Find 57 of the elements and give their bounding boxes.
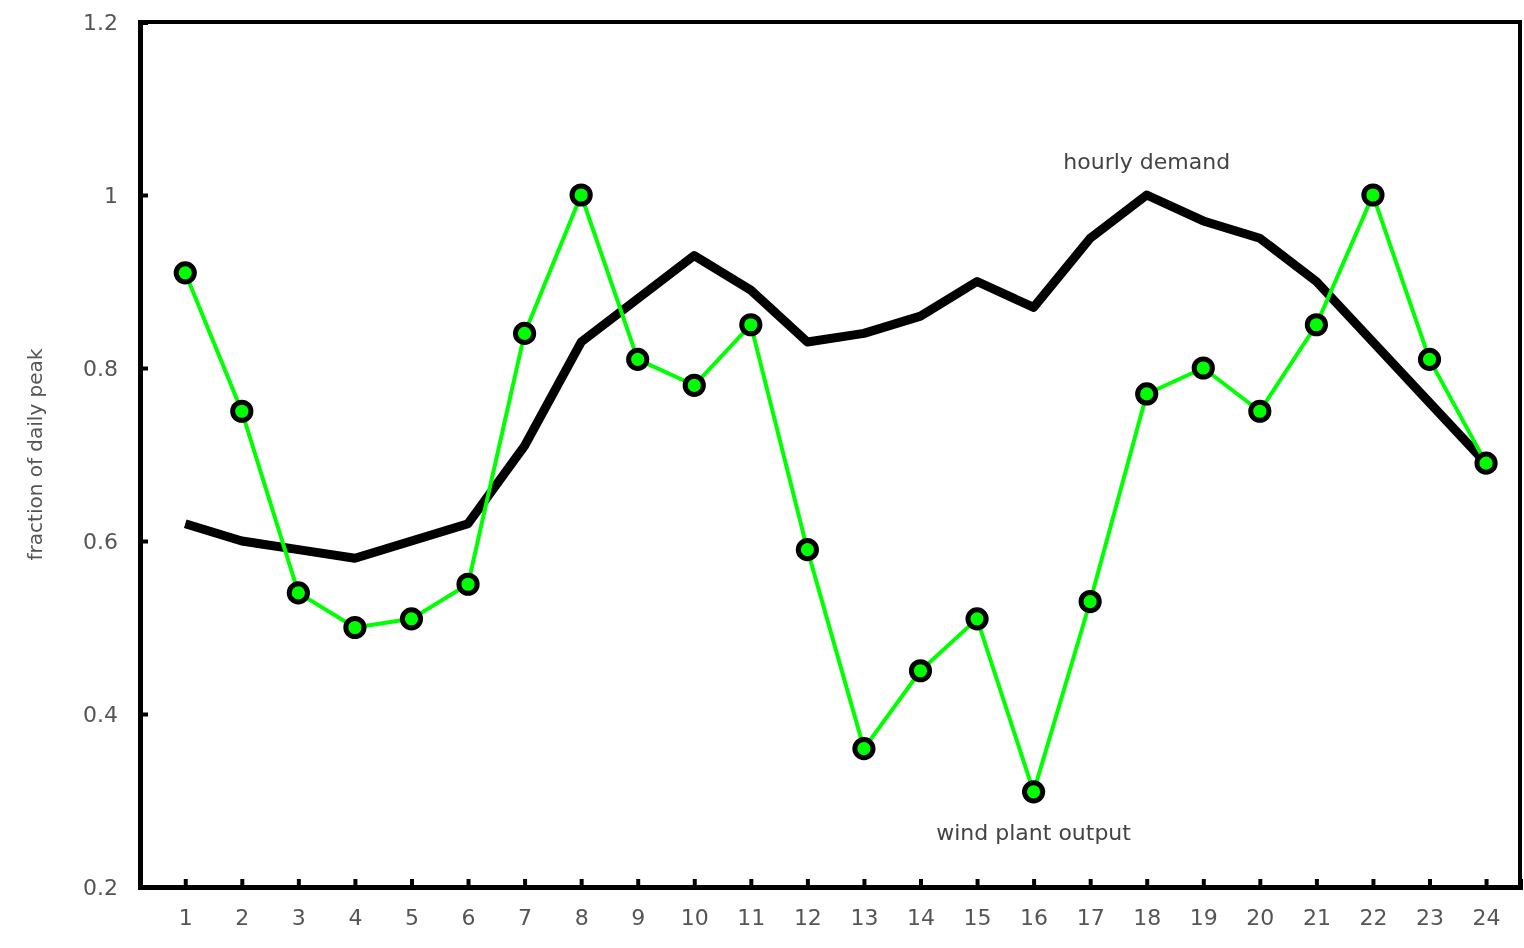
point: [230, 399, 254, 423]
x-tick-label: 13: [850, 904, 879, 930]
x-tick-label: 14: [906, 904, 935, 930]
x-tick-label: 10: [680, 904, 709, 930]
x-tick-label: 5: [404, 904, 419, 930]
point: [456, 572, 480, 596]
series-label: hourly demand: [1063, 149, 1231, 174]
x-tick-label: 17: [1076, 904, 1105, 930]
x-tick-label: 20: [1246, 904, 1275, 930]
point: [1474, 451, 1498, 475]
y-tick-label: 1: [104, 182, 118, 208]
x-tick-label: 19: [1189, 904, 1218, 930]
point: [965, 607, 989, 631]
x-tick-label: 12: [793, 904, 822, 930]
point: [399, 607, 424, 631]
x-tick-label: 15: [963, 904, 992, 930]
x-tick-label: 24: [1472, 904, 1501, 930]
x-tick-label: 1: [178, 904, 193, 930]
x-tick-label: 8: [574, 904, 589, 930]
point: [286, 581, 310, 605]
point: [682, 373, 706, 397]
point: [1022, 780, 1046, 804]
point: [795, 538, 819, 562]
x-tick-label: 9: [631, 904, 646, 930]
y-axis-title: fraction of daily peak: [23, 348, 47, 561]
x-tick-label: 21: [1302, 904, 1331, 930]
point: [852, 737, 876, 761]
series-label: wind plant output: [936, 819, 1132, 845]
point: [569, 183, 593, 207]
x-tick-label: 11: [737, 904, 766, 930]
y-tick-label: 0.4: [83, 701, 118, 727]
x-tick-label: 7: [518, 904, 533, 930]
y-tick-label: 0.8: [83, 355, 118, 381]
y-tick-label: 0.2: [83, 874, 118, 900]
x-tick-label: 16: [1020, 904, 1049, 930]
x-tick-label: 2: [235, 904, 250, 930]
point: [1361, 183, 1385, 207]
point: [512, 321, 537, 345]
x-tick-label: 6: [461, 904, 476, 930]
point: [908, 659, 933, 683]
y-tick-label: 1.2: [83, 9, 118, 35]
point: [1417, 347, 1442, 371]
x-tick-label: 4: [348, 904, 363, 930]
point: [739, 313, 763, 337]
point: [1304, 313, 1328, 337]
y-tick-label: 0.6: [83, 528, 118, 554]
x-tick-label: 22: [1359, 904, 1388, 930]
x-tick-label: 23: [1416, 904, 1445, 930]
point: [1135, 382, 1159, 406]
point: [173, 261, 197, 285]
point: [626, 347, 650, 371]
point: [1078, 589, 1102, 614]
point: [1248, 399, 1272, 423]
x-tick-label: 3: [291, 904, 306, 930]
point: [343, 615, 367, 640]
point: [1191, 356, 1215, 380]
x-tick-label: 18: [1133, 904, 1162, 930]
